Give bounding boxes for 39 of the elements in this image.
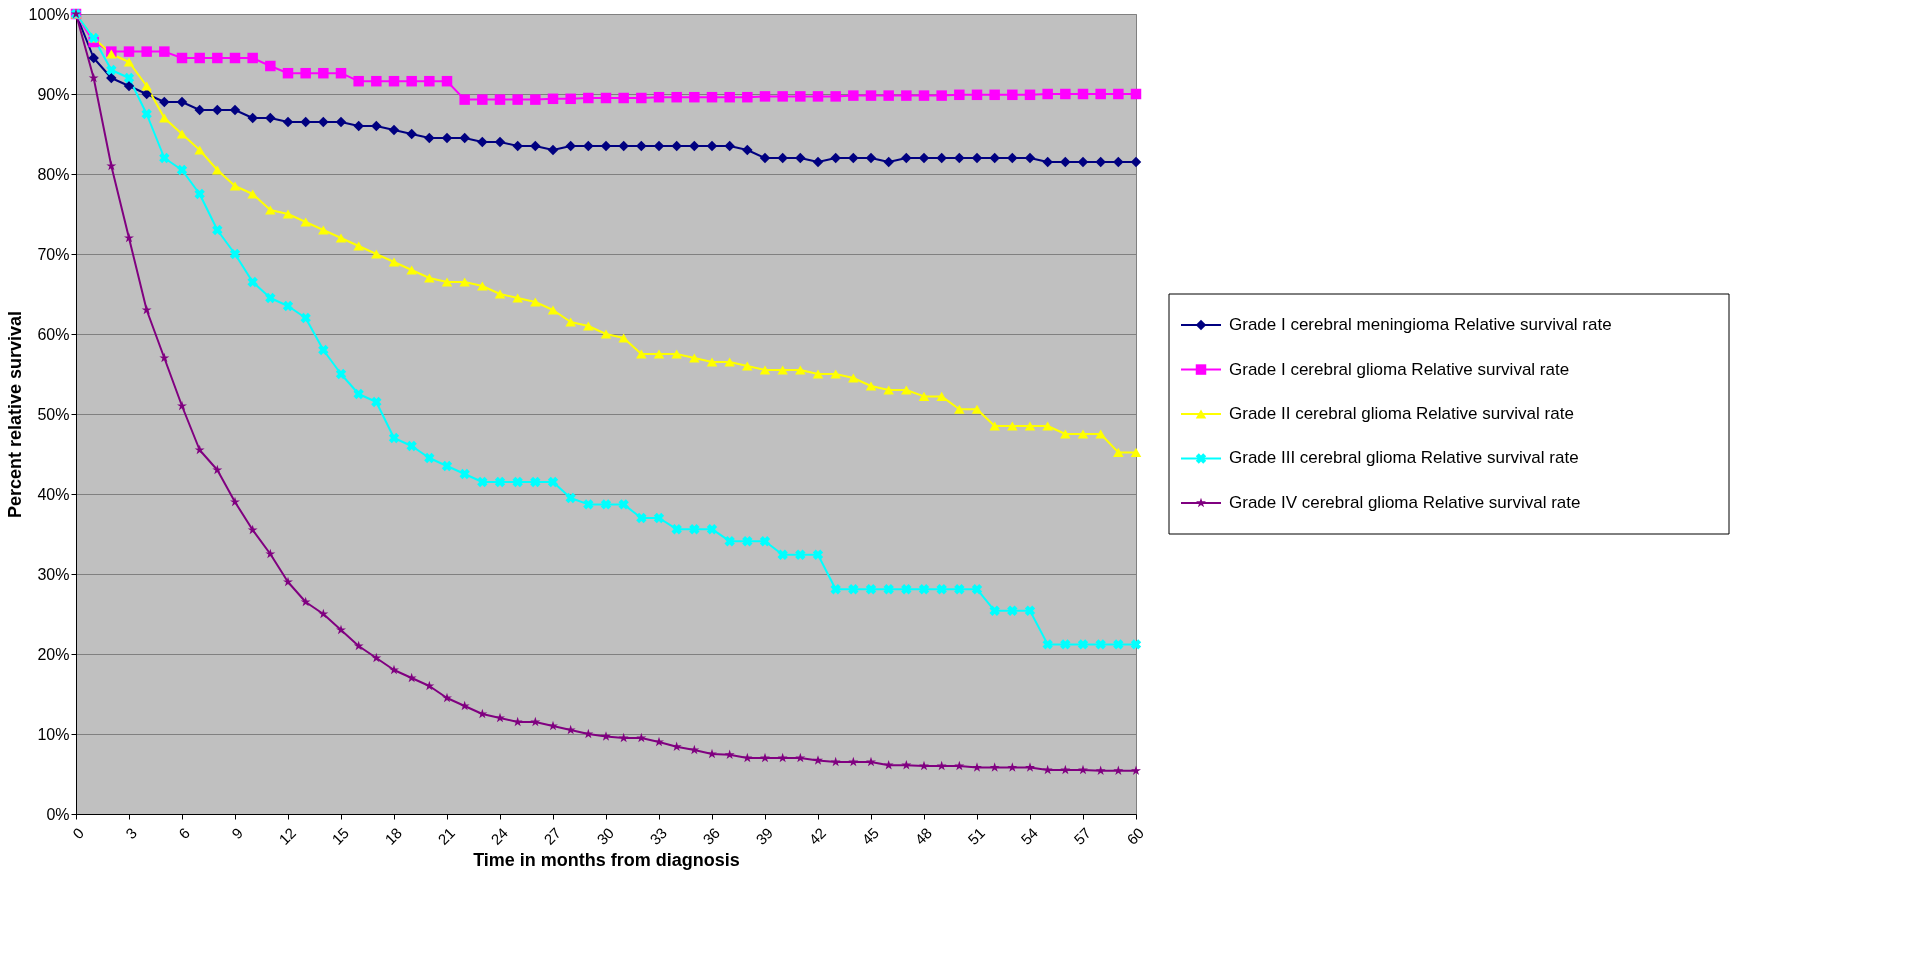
y-tick-label: 10% xyxy=(37,725,70,743)
x-tick-label: 6 xyxy=(175,824,194,843)
legend-label: Grade III cerebral glioma Relative survival rate xyxy=(1229,448,1579,468)
y-tick-label: 60% xyxy=(37,325,70,343)
x-tick-label: 33 xyxy=(646,824,671,848)
x-tick-label: 51 xyxy=(964,824,989,848)
x-tick-label: 57 xyxy=(1070,824,1095,848)
x-tick-label: 9 xyxy=(228,824,247,843)
x-tick-label: 18 xyxy=(381,824,406,848)
x-tick-label: 54 xyxy=(1017,824,1042,848)
y-tick-label: 20% xyxy=(37,645,70,663)
x-tick-label: 30 xyxy=(593,824,618,848)
y-tick-label: 70% xyxy=(37,245,70,263)
y-tick-label: 100% xyxy=(28,5,70,23)
x-tick-label: 48 xyxy=(911,824,936,848)
x-tick-label: 39 xyxy=(752,824,777,848)
legend-label: Grade I cerebral glioma Relative survival rate xyxy=(1229,359,1570,379)
x-tick-label: 15 xyxy=(328,824,353,848)
x-tick-label: 0 xyxy=(69,824,88,843)
x-tick-label: 3 xyxy=(122,824,141,843)
x-tick-label: 60 xyxy=(1123,824,1148,848)
x-tick-label: 12 xyxy=(275,824,300,848)
legend-label: Grade IV cerebral glioma Relative survival rate xyxy=(1229,492,1581,512)
y-tick-label: 30% xyxy=(37,565,70,583)
x-axis-title: Time in months from diagnosis xyxy=(473,849,740,870)
y-tick-label: 40% xyxy=(37,485,70,503)
x-tick-label: 21 xyxy=(434,824,459,848)
y-tick-label: 0% xyxy=(46,805,70,823)
x-tick-label: 27 xyxy=(540,824,565,848)
x-tick-label: 24 xyxy=(487,824,512,848)
legend-label: Grade I cerebral meningioma Relative survival rate xyxy=(1229,315,1612,335)
legend-label: Grade II cerebral glioma Relative survival rate xyxy=(1229,404,1574,423)
y-tick-label: 90% xyxy=(37,85,70,103)
x-tick-label: 42 xyxy=(805,824,830,848)
y-tick-label: 80% xyxy=(37,165,70,183)
y-tick-label: 50% xyxy=(37,405,70,423)
x-tick-label: 45 xyxy=(858,824,883,848)
x-tick-label: 36 xyxy=(699,824,724,848)
y-axis-title: Percent relative survival xyxy=(4,310,25,519)
